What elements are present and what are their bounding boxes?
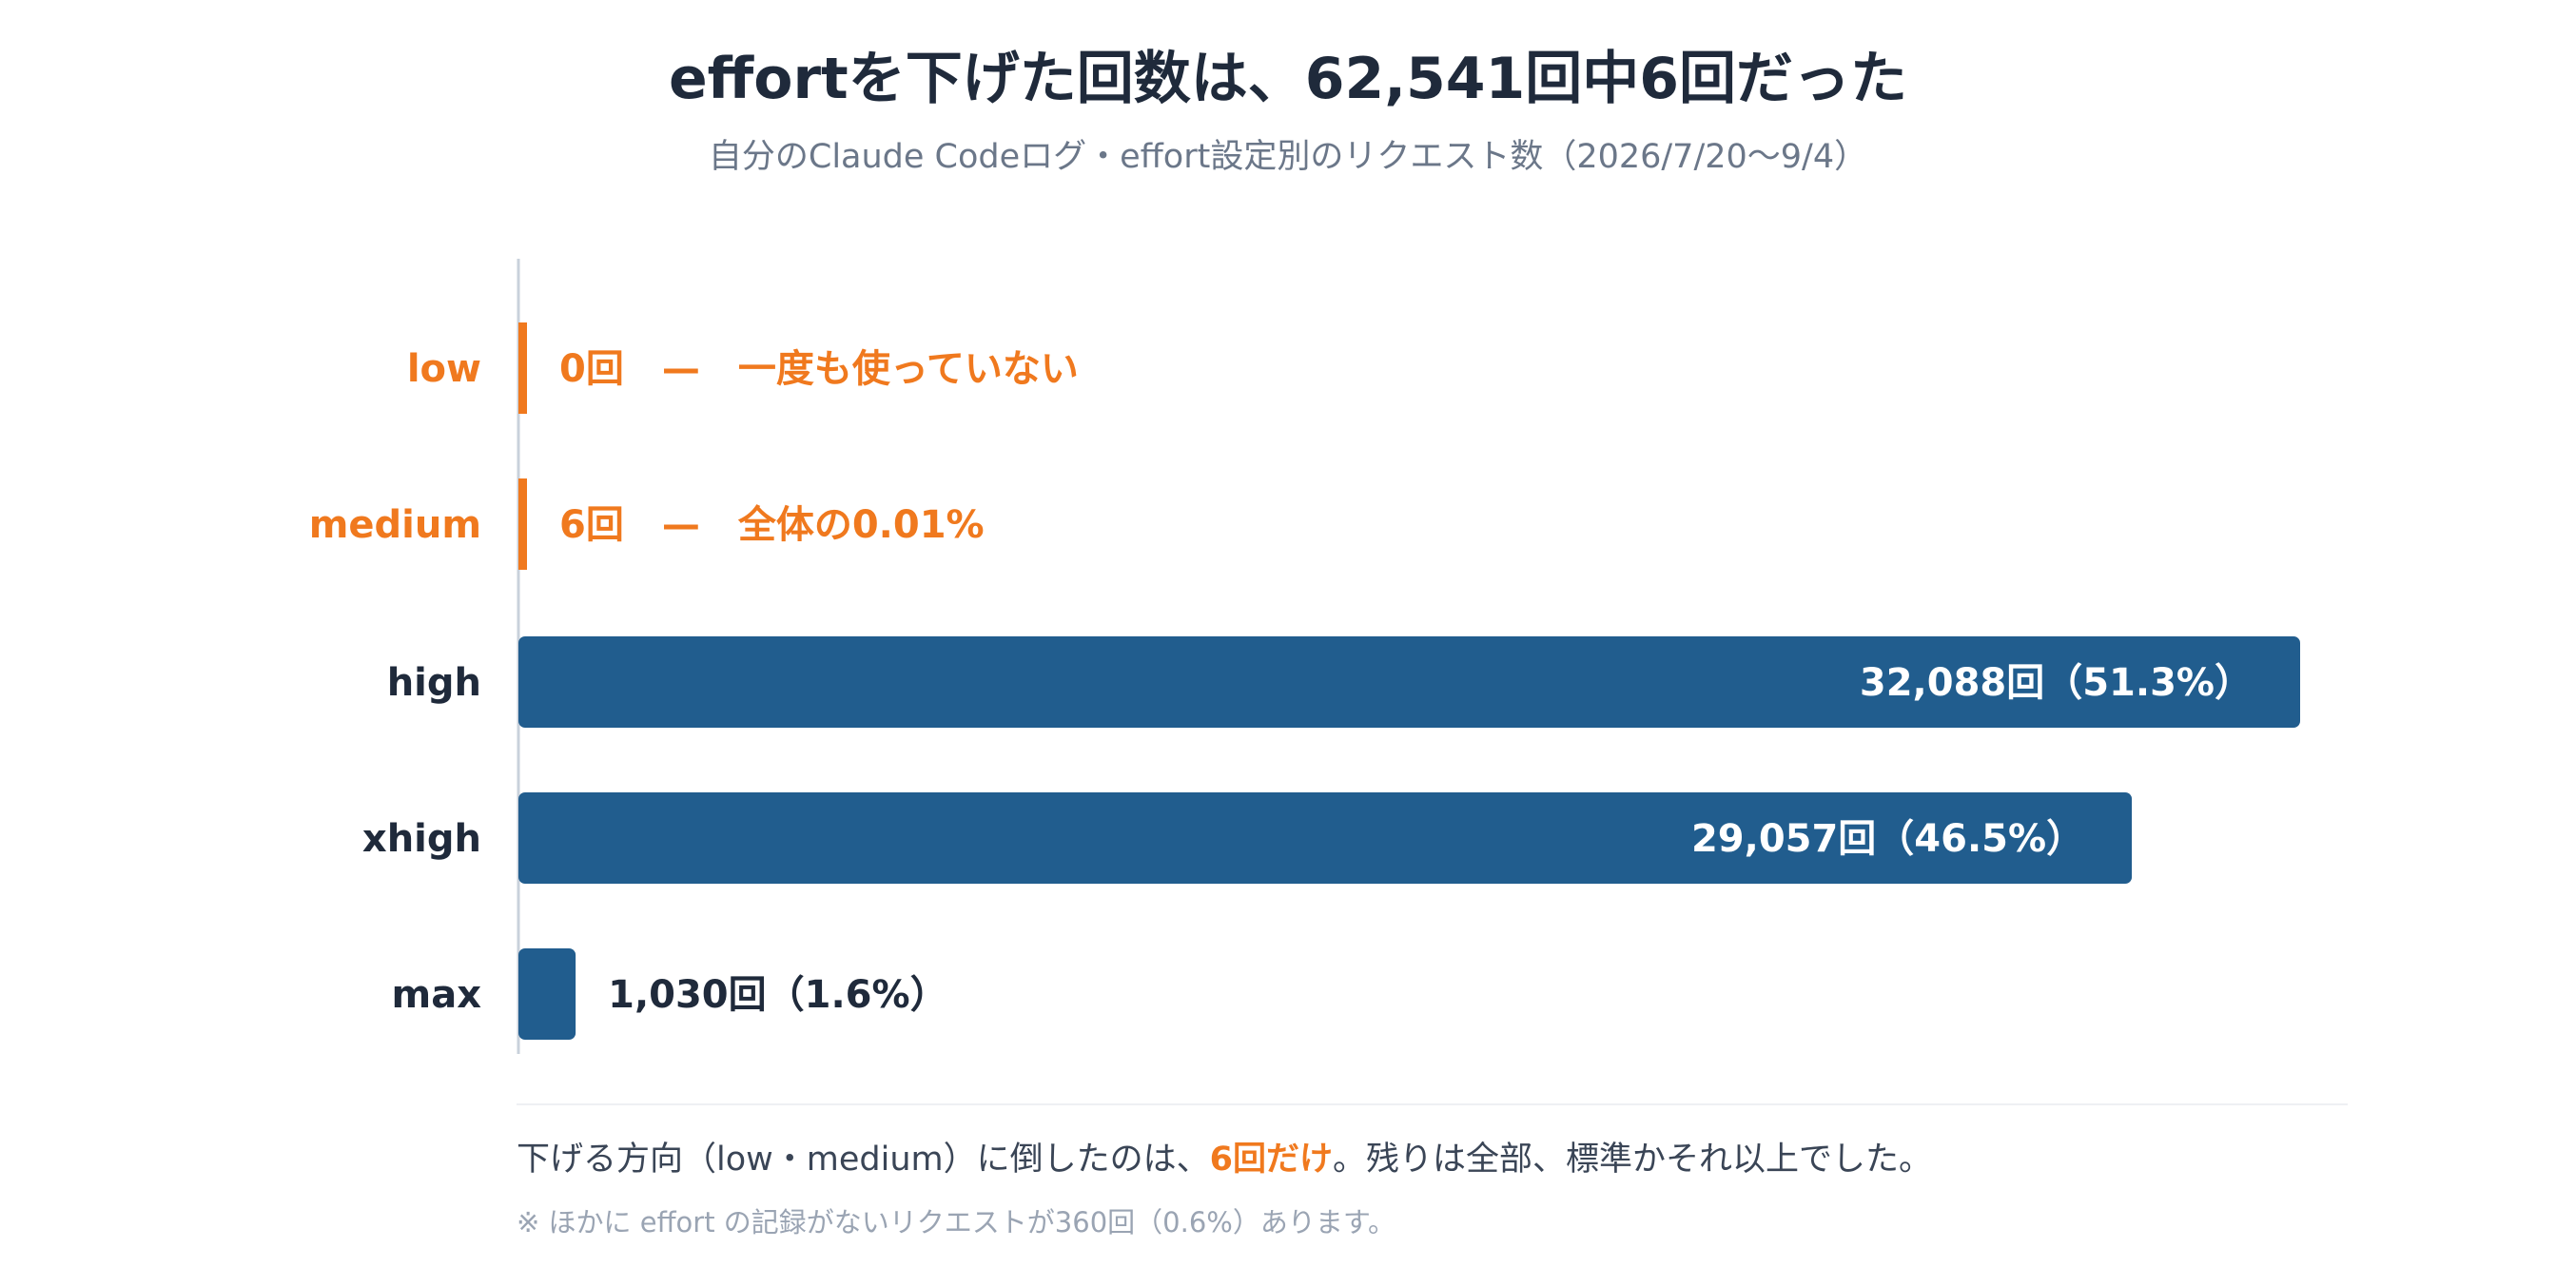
summary-note-after: 。残りは全部、標準かそれ以上でした。 xyxy=(1332,1141,1932,1179)
chart-subtitle: 自分のClaude Codeログ・effort設定別のリクエスト数（2026/7… xyxy=(708,138,1868,176)
summary-note-highlight: 6回だけ xyxy=(1209,1141,1333,1179)
bar-high xyxy=(518,636,2300,728)
summary-note-before: 下げる方向（low・medium）に倒したのは、 xyxy=(517,1141,1210,1179)
category-label-xhigh: xhigh xyxy=(362,817,481,861)
category-label-max: max xyxy=(392,973,482,1017)
category-label-low: low xyxy=(407,347,481,391)
bar-chart: low 0回 — 一度も使っていない medium 6回 — 全体の0.01% high… xyxy=(309,259,2300,1054)
bar-xhigh xyxy=(518,792,2133,884)
value-label-max: 1,030回（1.6%） xyxy=(608,973,947,1017)
footnote: ※ ほかに effort の記録がないリクエストが360回（0.6%）あります。 xyxy=(517,1206,1395,1239)
value-label-high: 32,088回（51.3%） xyxy=(1860,661,2253,705)
bar-low xyxy=(518,322,527,414)
category-label-medium: medium xyxy=(309,503,481,547)
value-label-low: 0回 — 一度も使っていない xyxy=(559,347,1079,391)
chart-title: effortを下げた回数は、62,541回中6回だった xyxy=(668,46,1908,112)
divider xyxy=(517,1103,2348,1105)
summary-note: 下げる方向（low・medium）に倒したのは、6回だけ。残りは全部、標準かそれ… xyxy=(517,1132,1932,1180)
value-label-medium: 6回 — 全体の0.01% xyxy=(559,503,985,547)
bar-max xyxy=(518,948,576,1040)
bar-medium xyxy=(518,478,527,570)
value-label-xhigh: 29,057回（46.5%） xyxy=(1691,817,2084,861)
category-label-high: high xyxy=(387,661,481,705)
